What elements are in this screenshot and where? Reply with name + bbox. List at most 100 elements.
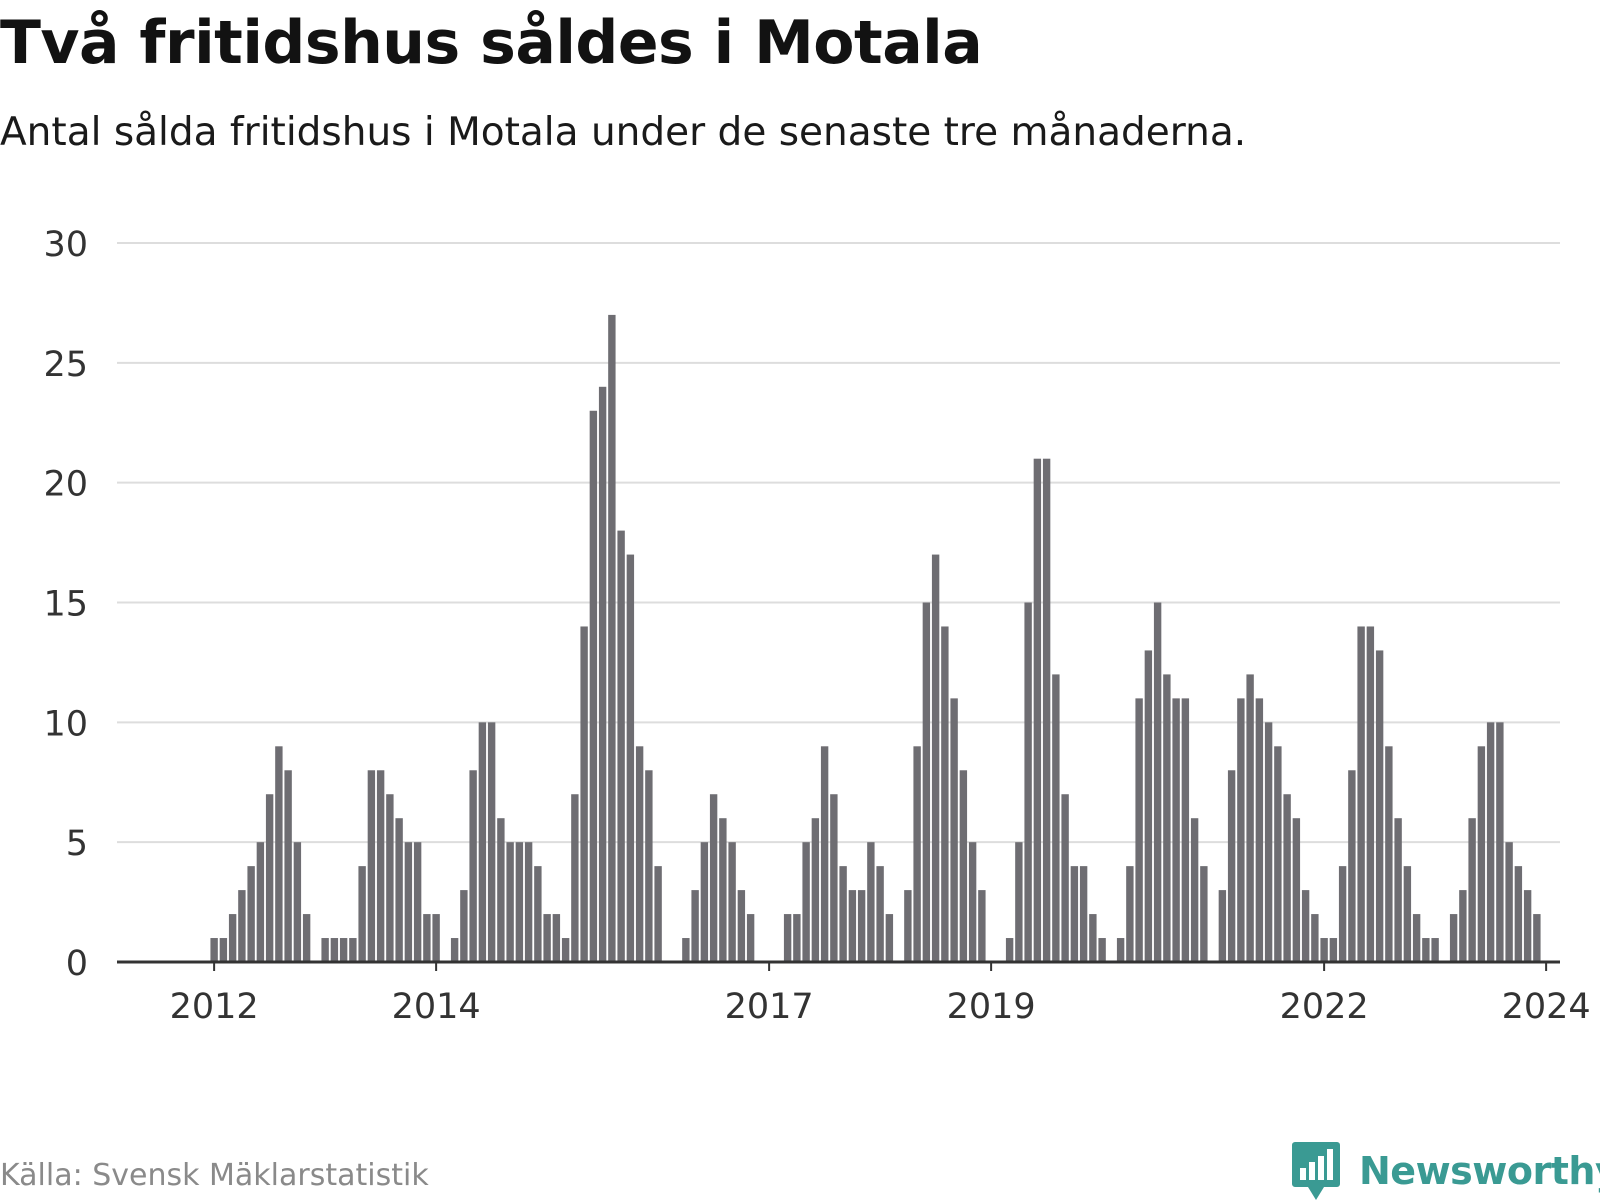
bar xyxy=(1459,890,1467,962)
bar xyxy=(1089,914,1097,962)
bar xyxy=(802,842,810,962)
bar xyxy=(580,626,588,962)
bar xyxy=(1005,938,1014,962)
bar xyxy=(589,410,598,962)
bar xyxy=(284,770,292,962)
bar xyxy=(1144,650,1153,962)
y-tick-label: 25 xyxy=(43,345,88,385)
bar xyxy=(1190,818,1199,962)
bar xyxy=(1163,674,1171,962)
bar xyxy=(1098,938,1106,962)
bar xyxy=(450,938,459,962)
bar xyxy=(413,842,422,962)
bar xyxy=(608,314,616,962)
x-tick-label: 2022 xyxy=(1280,987,1369,1027)
bar xyxy=(1431,938,1439,962)
bar xyxy=(302,914,311,962)
bar xyxy=(885,914,894,962)
bars xyxy=(210,314,1541,962)
bar xyxy=(469,770,477,962)
bar xyxy=(1227,770,1236,962)
brand-logo: Newsworthy xyxy=(1291,1140,1600,1202)
bar xyxy=(275,746,283,962)
bar xyxy=(645,770,653,962)
bar xyxy=(1015,842,1023,962)
bar xyxy=(941,626,949,962)
bar xyxy=(876,866,884,962)
bar xyxy=(1070,866,1079,962)
y-tick-label: 10 xyxy=(43,704,88,744)
bar xyxy=(219,938,228,962)
bar xyxy=(543,914,551,962)
bar xyxy=(552,914,561,962)
bar xyxy=(1486,722,1495,962)
bar xyxy=(247,866,255,962)
bar xyxy=(830,794,838,962)
bar xyxy=(598,386,607,962)
bar xyxy=(293,842,302,962)
bar xyxy=(228,914,237,962)
y-tick-label: 30 xyxy=(43,225,88,265)
bar xyxy=(460,890,468,962)
bar xyxy=(1329,938,1338,962)
bar xyxy=(1116,938,1125,962)
bar xyxy=(524,842,533,962)
source-note: Källa: Svensk Mäklarstatistik xyxy=(0,1158,429,1193)
bar xyxy=(719,818,727,962)
annotation: 2 xyxy=(1532,0,1559,12)
x-tick-label: 2012 xyxy=(170,987,259,1027)
x-tick-label: 2017 xyxy=(725,987,814,1027)
bar xyxy=(709,794,718,962)
bar xyxy=(867,842,875,962)
bar xyxy=(256,842,265,962)
bar xyxy=(1385,746,1393,962)
bar xyxy=(1514,866,1523,962)
bar xyxy=(404,842,413,962)
bar xyxy=(1403,866,1412,962)
bar xyxy=(793,914,801,962)
bar xyxy=(1375,650,1384,962)
y-tick-label: 0 xyxy=(66,944,88,984)
y-tick-label: 5 xyxy=(66,824,88,864)
y-axis-ticks: 0 5 10 15 20 25 30 xyxy=(43,225,88,984)
bar-chart: 0 5 10 15 20 25 30 2012 2014 2017 2019 2022 2024 2 xyxy=(43,0,1590,1027)
x-tick-label: 2014 xyxy=(392,987,481,1027)
bar xyxy=(386,794,394,962)
bar xyxy=(423,914,431,962)
bar xyxy=(1496,722,1504,962)
annotation-label: 2 xyxy=(1535,0,1557,9)
bar xyxy=(367,770,376,962)
bar xyxy=(1533,914,1541,962)
bar xyxy=(210,938,218,962)
bar xyxy=(1523,890,1532,962)
bar xyxy=(978,890,986,962)
bar xyxy=(1366,626,1375,962)
bar xyxy=(1255,698,1264,962)
bar xyxy=(1468,818,1476,962)
bar xyxy=(746,914,755,962)
bar xyxy=(737,890,746,962)
bar xyxy=(1274,746,1282,962)
bar xyxy=(626,554,635,962)
bar xyxy=(1172,698,1180,962)
bar xyxy=(904,890,912,962)
bar xyxy=(561,938,570,962)
bar xyxy=(783,914,792,962)
bar xyxy=(1412,914,1421,962)
bar xyxy=(1181,698,1190,962)
bar xyxy=(1126,866,1134,962)
bar xyxy=(238,890,246,962)
bar xyxy=(654,866,662,962)
bar xyxy=(931,554,940,962)
bar xyxy=(1079,866,1088,962)
bar xyxy=(534,866,542,962)
bar xyxy=(1052,674,1060,962)
bar xyxy=(1024,602,1032,962)
bar xyxy=(1422,938,1430,962)
bar xyxy=(1311,914,1319,962)
brand-name: Newsworthy xyxy=(1359,1149,1600,1193)
y-tick-label: 20 xyxy=(43,465,88,505)
bar xyxy=(811,818,820,962)
bar xyxy=(515,842,524,962)
bar xyxy=(922,602,931,962)
